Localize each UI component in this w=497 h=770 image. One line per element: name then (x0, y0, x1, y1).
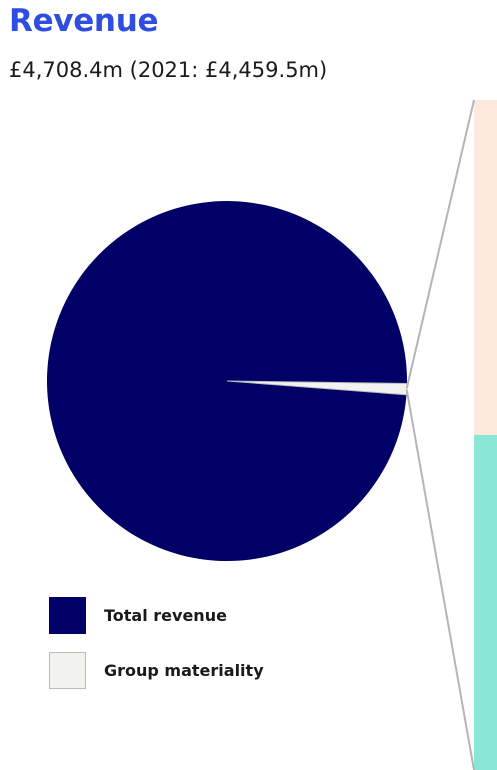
breakout-bar-segment-1 (474, 435, 497, 770)
legend-label-total-revenue: Total revenue (104, 606, 227, 625)
connector-line-top (405, 99, 475, 389)
legend-swatch-group-materiality (49, 652, 86, 689)
connector-line-bottom (405, 389, 475, 770)
chart-title: Revenue (9, 3, 159, 39)
legend-item-total-revenue: Total revenue (49, 597, 227, 634)
legend-item-group-materiality: Group materiality (49, 652, 264, 689)
chart-subtitle: £4,708.4m (2021: £4,459.5m) (9, 58, 328, 82)
legend-label-group-materiality: Group materiality (104, 661, 264, 680)
legend-swatch-total-revenue (49, 597, 86, 634)
breakout-bar-segment-0 (474, 100, 497, 435)
